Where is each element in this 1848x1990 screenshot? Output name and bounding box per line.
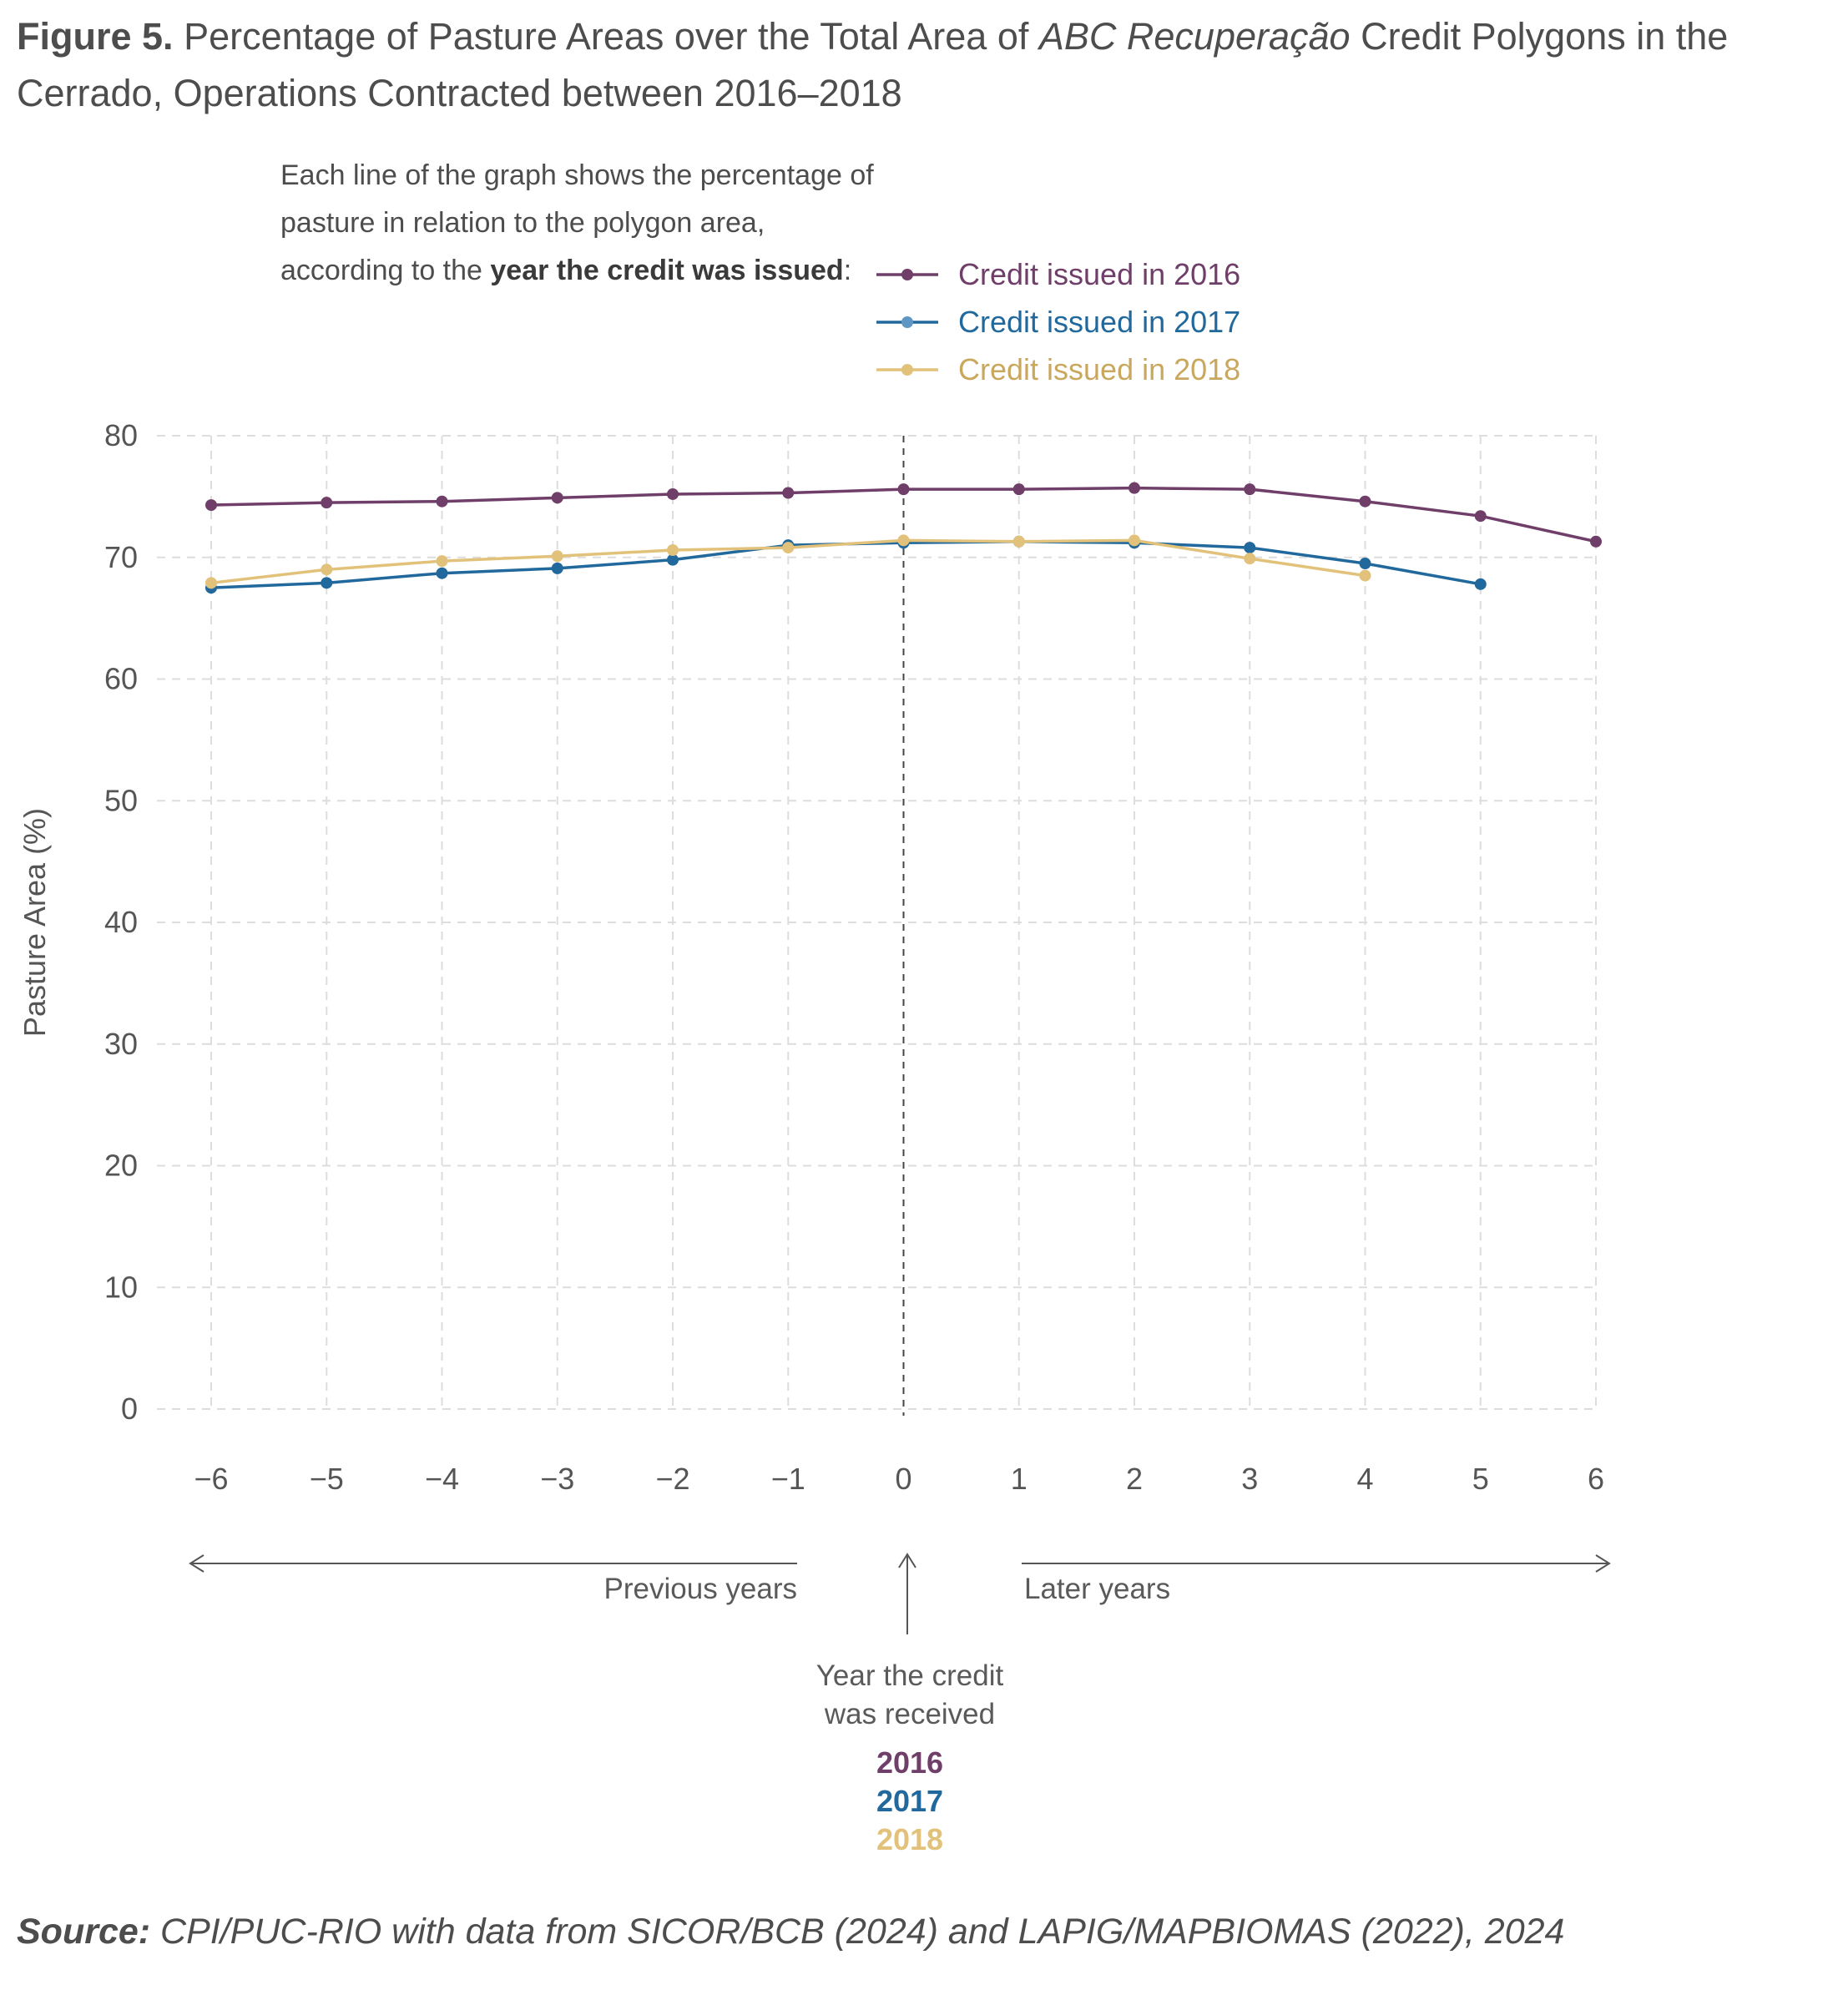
data-point-2016 [1590,535,1602,548]
x-tick-label: −4 [425,1462,459,1496]
received-line-1: Year the credit [815,1659,1004,1692]
data-point-2018 [667,544,679,557]
figure-title-pre: Percentage of Pasture Areas over the Tot… [184,15,1039,58]
figure-title-italic: ABC Recuperação [1038,15,1351,58]
data-point-2018 [782,542,795,554]
data-point-2016 [1474,510,1487,523]
data-point-2016 [321,497,333,509]
data-point-2017 [321,577,333,589]
series-lines [205,482,1602,594]
figure-title-post: Credit Polygons in the Cerrado, Operatio… [17,15,1729,114]
data-point-2018 [897,534,910,547]
received-year-2016: 2016 [876,1745,944,1780]
data-point-2018 [321,563,333,576]
data-point-2017 [1244,542,1256,554]
x-tick-label: −5 [310,1462,344,1496]
source-text: CPI/PUC-RIO with data from SICOR/BCB (20… [150,1912,1565,1952]
grid [157,435,1597,1416]
later-years-label: Later years [1024,1573,1170,1605]
data-point-2018 [436,555,448,568]
timeline-annotations: Previous years Later years [189,1553,1611,1634]
data-point-2018 [205,577,217,589]
x-tick-label: 0 [895,1462,911,1496]
intro-line-3-post: : [843,255,852,286]
x-tick-label: 1 [1011,1462,1028,1496]
intro-line-1: Each line of the graph shows the percent… [280,159,874,191]
previous-years-label: Previous years [604,1573,797,1605]
figure-title: Figure 5. Percentage of Pasture Areas ov… [17,8,1811,122]
source-note: Source: CPI/PUC-RIO with data from SICOR… [17,1912,1564,1952]
data-point-2016 [1359,495,1371,508]
data-point-2018 [1012,535,1025,548]
data-point-2016 [897,483,910,496]
legend-label-2016: Credit issued in 2016 [958,256,1241,291]
x-tick-label: −6 [194,1462,228,1496]
y-tick-label: 50 [104,783,138,817]
legend-item-2016: Credit issued in 2016 [875,250,1240,298]
legend-item-2018: Credit issued in 2018 [875,346,1240,393]
x-tick-label: 5 [1472,1462,1489,1496]
figure-label: Figure 5. [17,15,174,58]
x-tick-label: 4 [1356,1462,1373,1496]
legend-item-2017: Credit issued in 2017 [875,298,1240,346]
legend-swatch-2016 [876,268,938,280]
legend-label-2018: Credit issued in 2018 [958,351,1241,386]
data-point-2017 [551,562,563,574]
received-label: Year the credit was received 2016 2017 2… [735,1657,1085,1859]
data-point-2016 [1244,483,1256,496]
chart-intro: Each line of the graph shows the percent… [280,152,874,295]
data-point-2017 [1359,558,1371,570]
data-point-2018 [551,550,563,563]
y-tick-label: 0 [121,1391,138,1426]
data-point-2018 [1244,553,1256,565]
y-tick-label: 40 [104,905,138,939]
legend-swatch-2017 [876,316,938,328]
y-axis-label: Pasture Area (%) [18,808,52,1037]
legend-label-2017: Credit issued in 2017 [958,304,1241,339]
axes: 0 10 20 30 40 50 60 70 80 −6 −5 −4 −3 −2 −1 0 1 2 3 4 5 6 Past… [18,418,1604,1496]
y-tick-label: 70 [104,540,138,574]
x-tick-label: −2 [655,1462,689,1496]
received-year-2017: 2017 [876,1784,944,1818]
intro-line-3-pre: according to the [280,255,491,286]
data-point-2017 [1474,578,1487,590]
x-tick-label: −1 [771,1462,805,1496]
y-tick-label: 20 [104,1149,138,1183]
x-tick-label: −3 [540,1462,574,1496]
legend-swatch-2018 [876,363,938,376]
data-point-2017 [436,567,448,579]
intro-line-3: according to the year the credit was iss… [280,247,874,295]
y-tick-label: 10 [104,1270,138,1304]
data-point-2016 [205,499,217,512]
data-point-2018 [1359,569,1371,582]
data-point-2016 [1012,483,1025,496]
intro-line-2: pasture in relation to the polygon area, [280,207,765,239]
x-tick-label: 3 [1241,1462,1258,1496]
y-tick-label: 80 [104,418,138,452]
data-point-2016 [782,487,795,499]
x-tick-label: 6 [1588,1462,1604,1496]
received-year-2018: 2018 [876,1822,944,1856]
chart-legend: Credit issued in 2016 Credit issued in 2… [875,250,1240,393]
data-point-2016 [551,492,563,504]
data-point-2016 [667,487,679,500]
received-line-2: was received [824,1698,996,1730]
y-tick-label: 60 [104,662,138,696]
data-point-2018 [1128,534,1140,547]
intro-line-3-bold: year the credit was issued [490,255,844,286]
source-label: Source: [17,1912,151,1952]
data-point-2016 [436,495,448,508]
data-point-2016 [1128,482,1140,494]
y-tick-label: 30 [104,1027,138,1061]
data-point-2017 [667,553,679,566]
x-tick-label: 2 [1126,1462,1143,1496]
